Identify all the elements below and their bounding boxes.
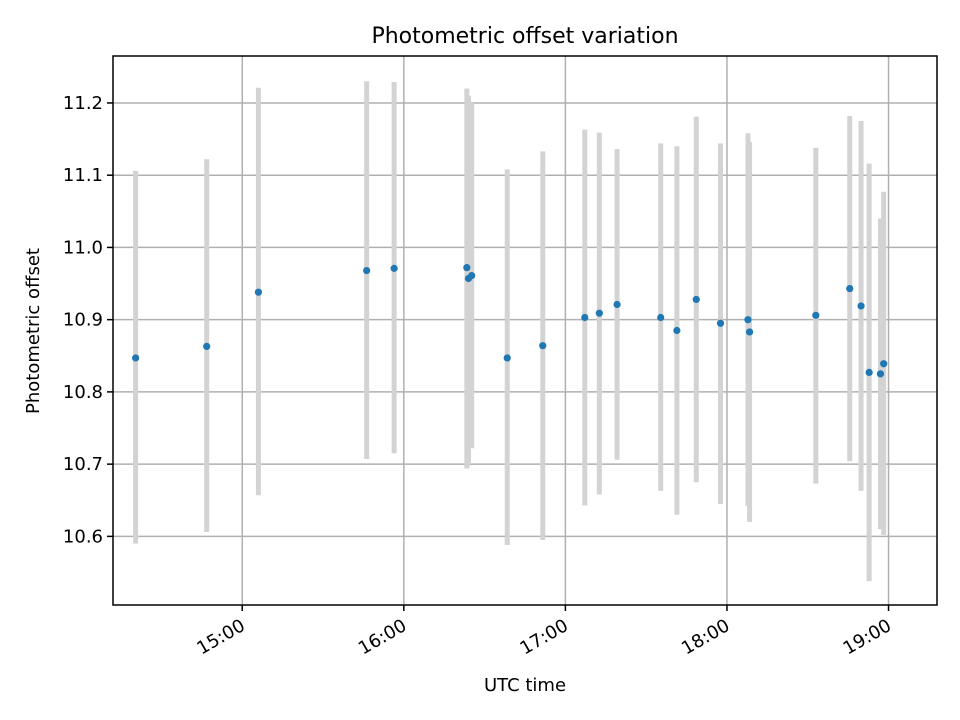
data-point (539, 342, 547, 350)
data-point (503, 354, 511, 362)
data-point (745, 328, 754, 336)
grid-layer (113, 56, 937, 605)
data-point (254, 288, 263, 296)
y-axis-label: Photometric offset (23, 248, 44, 414)
data-point (203, 342, 211, 350)
y-tick-label: 11.2 (63, 93, 103, 114)
x-tick-label: 19:00 (840, 615, 895, 659)
y-tick-label: 10.6 (63, 526, 103, 547)
x-tick-label: 16:00 (355, 615, 410, 659)
data-point (857, 302, 865, 310)
data-point (613, 300, 621, 309)
data-point (865, 368, 873, 376)
data-point (716, 319, 725, 327)
y-tick-label: 10.8 (63, 382, 103, 403)
data-point (692, 295, 700, 304)
tick-layer: 15:00 16:00 17:00 18:00 19:00 10.6 10.7 10.8 10.… (63, 93, 895, 659)
data-point (812, 311, 820, 319)
data-point (673, 326, 681, 335)
chart-title: Photometric offset variation (371, 24, 678, 49)
x-tick-label: 17:00 (516, 615, 571, 659)
plot-frame (112, 55, 938, 606)
data-point (880, 360, 888, 368)
y-tick-label: 11.0 (63, 237, 103, 258)
data-point (657, 313, 665, 322)
data-point (390, 264, 398, 272)
data-point (876, 370, 885, 378)
data-point (468, 272, 476, 280)
data-point (463, 264, 471, 272)
point-layer (132, 264, 888, 378)
y-tick-label: 10.9 (63, 310, 103, 331)
errorbar-layer (133, 81, 887, 582)
data-point (846, 285, 854, 293)
x-tick-label: 15:00 (193, 615, 248, 659)
data-point (132, 354, 140, 362)
x-tick-label: 18:00 (678, 615, 733, 659)
x-axis-label: UTC time (484, 675, 566, 696)
y-tick-label: 11.1 (63, 165, 103, 186)
data-point (581, 313, 589, 322)
data-point (595, 309, 603, 317)
y-tick-label: 10.7 (63, 454, 103, 475)
data-point (744, 316, 752, 324)
data-point (363, 266, 371, 275)
